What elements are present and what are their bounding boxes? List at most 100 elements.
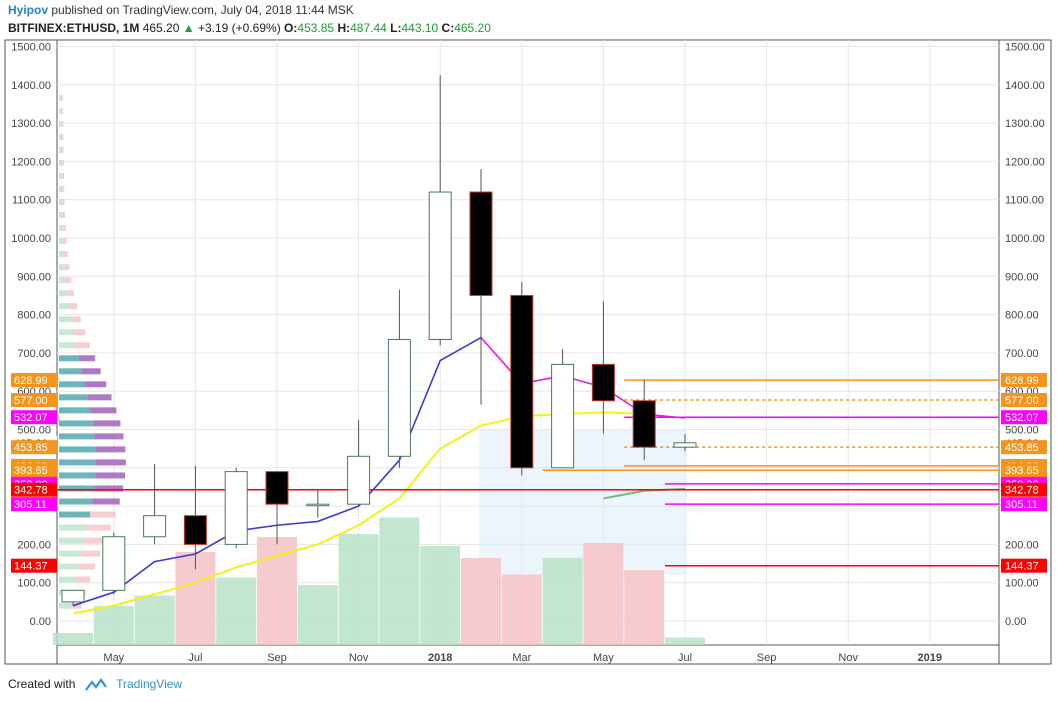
volume-bar [461,558,501,645]
volume-profile-bar [59,394,88,401]
created-with-text: Created with [8,677,76,691]
y-tick-label-right: 0.00 [1005,616,1026,628]
x-tick-label: Sep [267,652,287,664]
y-tick-label-left: 1000.00 [11,233,51,245]
level-label-bg [11,463,57,478]
volume-profile-bar [78,355,96,362]
volume-bar [216,577,257,645]
ma-slow-line [72,411,645,615]
volume-bar [297,585,338,645]
volume-profile-bar [59,185,62,192]
volume-profile-bar [92,498,120,505]
open-value: 453.85 [297,21,335,35]
last-price: 465.20 [142,21,180,35]
volume-profile-bar [67,290,74,297]
volume-profile-bar [61,159,64,166]
volume-profile-bar [59,355,79,362]
tradingview-link[interactable]: TradingView [116,677,183,691]
y-tick-label-right: 100.00 [1005,578,1039,590]
x-tick-label: Jul [678,652,692,664]
volume-profile-bar [59,264,65,271]
volume-profile-bar [59,433,95,440]
candle-body [61,589,85,603]
level-label: 532.07 [14,412,48,424]
candle-body [632,400,656,448]
y-tick-label-left: 100.00 [17,578,51,590]
y-tick-label-left: 900.00 [17,271,51,283]
level-label-bg [1001,373,1047,388]
level-label: 342.78 [1005,485,1039,497]
x-tick-label: 2019 [918,652,942,664]
volume-profile-bar [68,303,78,310]
volume-profile-bar [61,146,64,153]
volume-bar [379,517,420,645]
footer: Created with TradingView [8,677,182,692]
level-label-bg [1001,482,1047,497]
x-tick-label: Mar [512,652,531,664]
level-label-bg [11,373,57,388]
level-label: 453.85 [1005,442,1039,454]
volume-profile-bar [63,251,68,258]
candle-body [469,191,493,296]
candle-body [306,503,330,507]
candle-body [591,363,615,402]
volume-profile-bar [59,407,91,414]
volume-profile-bar [62,198,65,205]
level-label-bg [11,440,57,455]
volume-profile-bar [81,368,101,375]
volume-profile-bar [59,212,63,219]
level-label: 577.00 [1005,395,1039,407]
candle-body [387,338,411,457]
volume-profile-bar [62,212,66,219]
level-label-bg [1001,463,1047,478]
volume-profile-bar [59,225,63,232]
candle-body [143,515,167,538]
volume-profile-bar [59,120,62,127]
volume-profile-bar [95,446,126,453]
level-label: 342.78 [14,485,48,497]
y-tick-label-right: 1400.00 [1005,80,1045,92]
low-label: L: [390,21,402,35]
volume-profile-bar [95,472,126,479]
candle-body [183,515,207,545]
volume-profile-bar [59,368,82,375]
volume-bar [420,546,461,645]
level-label: 393.65 [14,465,48,477]
volume-profile-bar [59,172,62,179]
volume-profile-bar [59,133,62,140]
volume-profile-bar [95,459,126,466]
volume-profile-bar [59,498,93,505]
volume-profile-bar [92,420,121,427]
volume-profile-bar [59,107,62,114]
x-tick-label: Jul [188,652,202,664]
volume-profile-bar [59,238,64,245]
candle-body [510,294,534,469]
tradingview-logo-icon[interactable] [84,677,107,692]
volume-profile-bar [64,264,70,271]
up-arrow-icon: ▲ [182,21,195,35]
level-label: 532.07 [1005,412,1039,424]
candle-body [551,363,575,469]
candle-body [224,471,248,545]
publish-info: Hyipov published on TradingView.com, Jul… [8,3,354,17]
volume-bar [257,537,297,645]
level-label-bg [11,410,57,425]
volume-profile-bar [87,524,111,531]
volume-profile-bar [78,563,95,570]
y-tick-label-left: 500.00 [17,425,51,437]
candle-body [347,455,371,505]
y-tick-label-left: 1400.00 [11,80,51,92]
y-tick-label-left: 1300.00 [11,118,51,130]
published-text: published on TradingView.com, July 04, 2… [51,3,354,17]
price-change: +3.19 (+0.69%) [197,21,281,35]
volume-profile-bar [59,146,62,153]
y-tick-label-left: 1200.00 [11,156,51,168]
x-tick-label: Nov [349,652,369,664]
y-tick-label-right: 1000.00 [1005,233,1045,245]
volume-profile-bar [59,446,96,453]
volume-profile-bar [61,185,65,192]
volume-profile-bar [59,537,85,544]
author-name[interactable]: Hyipov [8,3,49,17]
volume-profile-bar [61,133,64,140]
